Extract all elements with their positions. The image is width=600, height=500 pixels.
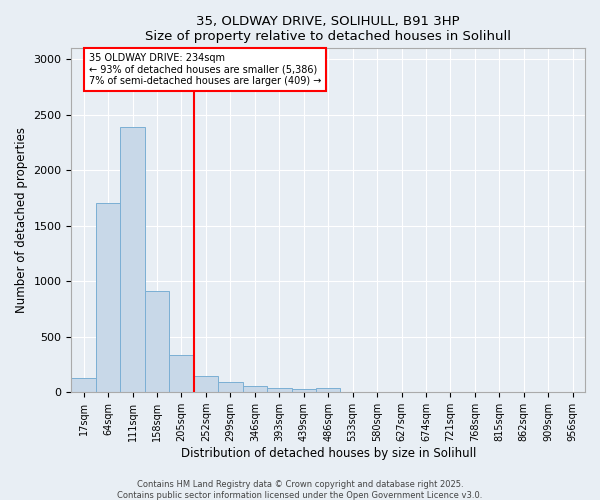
Bar (71, 378, 96, 392)
Bar (96, 202, 121, 392)
Bar (194, 376, 218, 392)
Bar (169, 354, 194, 392)
Bar (145, 292, 169, 392)
Bar (242, 386, 267, 392)
Bar (316, 388, 340, 392)
Y-axis label: Number of detached properties: Number of detached properties (15, 128, 28, 314)
Text: Contains HM Land Registry data © Crown copyright and database right 2025.
Contai: Contains HM Land Registry data © Crown c… (118, 480, 482, 500)
Bar (218, 382, 242, 392)
Text: 35 OLDWAY DRIVE: 234sqm
← 93% of detached houses are smaller (5,386)
7% of semi-: 35 OLDWAY DRIVE: 234sqm ← 93% of detache… (89, 53, 321, 86)
Bar (292, 390, 316, 392)
X-axis label: Distribution of detached houses by size in Solihull: Distribution of detached houses by size … (181, 447, 476, 460)
Bar (121, 127, 145, 392)
Title: 35, OLDWAY DRIVE, SOLIHULL, B91 3HP
Size of property relative to detached houses: 35, OLDWAY DRIVE, SOLIHULL, B91 3HP Size… (145, 15, 511, 43)
Bar (267, 388, 292, 392)
